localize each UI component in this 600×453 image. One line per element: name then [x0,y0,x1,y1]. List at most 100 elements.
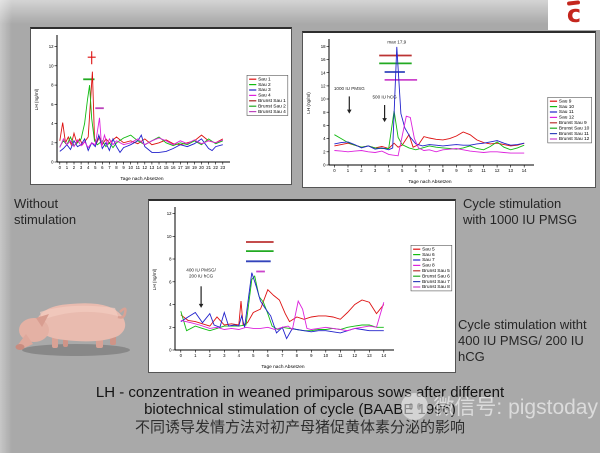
legend-swatch [550,122,558,124]
svg-text:5: 5 [401,168,404,173]
svg-text:1000 IU PMSG: 1000 IU PMSG [334,86,365,91]
svg-text:6: 6 [267,353,270,358]
legend-swatch [248,84,257,86]
svg-text:10: 10 [468,168,473,173]
title-line-chinese: 不同诱导发情方法对初产母猪促黄体素分泌的影响 [134,419,465,436]
legend-entry: Sau 7 [412,257,450,263]
svg-text:6: 6 [101,165,104,170]
legend-entry: Brunst Sau 8 [412,284,450,290]
svg-text:2: 2 [323,149,326,154]
svg-text:2: 2 [360,168,363,173]
svg-text:8: 8 [442,168,445,173]
legend-swatch [550,111,558,113]
svg-text:18: 18 [321,44,326,49]
legend-label: Brunst Sau 6 [421,273,450,279]
chart-without-stimulation: 0 1 2 3 4 5 6 7 8 9 10 11 12 13 14 15 16 17 18 19 20 21 22 23 0 2… [30,27,292,185]
chart-400iu-pmsg-200iu-hcg: 0 1 2 3 4 5 6 7 8 9 10 11 12 13 14 0 2 4 6 8 10 12 LH (ng/ml) T… [148,199,456,373]
chart-legend: Sau 1 Sau 2 Sau 3 Sau 4 Brunst Sau 1 Brunst S… [246,75,288,116]
logo-box: c [548,0,600,30]
legend-swatch [550,116,558,118]
legend-label: Sau 3 [257,87,271,93]
legend-entry: Brunst Sau 2 [248,104,286,109]
legend-label: Sau 5 [421,246,435,252]
legend-entry: Sau 8 [412,262,450,268]
watermark: 微信号: pigstoday [401,391,598,421]
company-logo-icon: c [566,0,582,28]
svg-text:12: 12 [142,165,147,170]
svg-text:21: 21 [206,165,211,170]
svg-text:12: 12 [167,211,172,216]
svg-text:23: 23 [220,165,225,170]
svg-text:LH (ng/ml): LH (ng/ml) [152,268,157,290]
svg-text:2: 2 [209,353,212,358]
svg-text:12: 12 [321,84,326,89]
legend-label: Brunst Sau 11 [559,130,590,136]
svg-text:Tage nach Absetzen: Tage nach Absetzen [120,176,164,182]
svg-text:14: 14 [321,70,326,75]
svg-text:5: 5 [94,165,97,170]
svg-text:15: 15 [164,165,169,170]
svg-text:7: 7 [108,165,111,170]
legend-entry: Sau 5 [412,246,450,252]
svg-text:8: 8 [323,110,326,115]
svg-text:18: 18 [185,165,190,170]
svg-text:8: 8 [169,257,172,262]
legend-label: Brunst Sau 8 [421,284,450,290]
svg-text:17: 17 [178,165,183,170]
legend-label: Sau 9 [559,98,572,104]
svg-text:9: 9 [310,353,313,358]
svg-text:6: 6 [169,279,172,284]
svg-text:400 IU PMSG/: 400 IU PMSG/ [186,268,216,273]
svg-text:8: 8 [115,165,118,170]
title-line-1: LH - conzentration in weaned primiparous… [95,384,505,401]
legend-swatch [412,264,421,266]
legend-swatch [412,248,421,250]
svg-text:3: 3 [374,168,377,173]
svg-text:2: 2 [169,325,172,330]
svg-text:1: 1 [66,165,69,170]
legend-swatch [248,100,257,102]
svg-text:9: 9 [122,165,125,170]
svg-text:16: 16 [171,165,176,170]
legend-label: Sau 1 [257,76,271,82]
legend-entry: Sau 4 [248,93,286,98]
svg-text:Tage nach Absetzen: Tage nach Absetzen [408,179,452,185]
svg-text:2: 2 [51,140,54,145]
legend-swatch [412,254,421,256]
legend-swatch [248,78,257,80]
svg-text:7: 7 [428,168,431,173]
svg-text:1: 1 [347,168,350,173]
legend-label: Sau 10 [559,103,575,109]
legend-swatch [412,270,421,272]
svg-text:LH (ng/ml): LH (ng/ml) [306,92,311,114]
svg-text:4: 4 [51,121,54,126]
svg-text:14: 14 [157,165,162,170]
legend-entry: Sau 11 [550,109,589,115]
svg-text:8: 8 [296,353,299,358]
legend-swatch [412,259,421,261]
legend-label: Sau 8 [421,262,435,268]
legend-swatch [550,100,558,102]
legend-entry: Sau 1 [248,76,286,82]
chart-legend: Sau 9 Sau 10 Sau 11 Sau 12 Brunst Sau 9 Bruns… [547,97,592,144]
svg-text:500 IU hCG: 500 IU hCG [372,94,397,99]
chart-1000iu-pmsg: 0 1 2 3 4 5 6 7 8 9 10 11 12 13 14 0 2 4 6 8 10 12 14 16 18 LH (n… [302,31,596,188]
legend-label: Brunst Sau 5 [421,267,450,274]
svg-text:13: 13 [150,165,155,170]
legend-label: Sau 6 [421,251,435,257]
legend-label: Brunst Sau 1 [257,97,286,104]
svg-text:6: 6 [415,168,418,173]
legend-swatch [412,286,421,288]
slide-title: LH - conzentration in weaned primiparous… [0,384,600,437]
svg-text:11: 11 [481,168,486,173]
svg-text:6: 6 [323,123,326,128]
svg-text:4: 4 [238,353,241,358]
legend-swatch [412,281,421,283]
svg-text:200 IU hCG: 200 IU hCG [189,274,214,279]
title-line-2: biotechnical stimulation of cycle (BAABE… [144,401,456,418]
svg-text:3: 3 [80,165,83,170]
svg-text:13: 13 [367,353,372,358]
legend-entry: Sau 6 [412,251,450,257]
